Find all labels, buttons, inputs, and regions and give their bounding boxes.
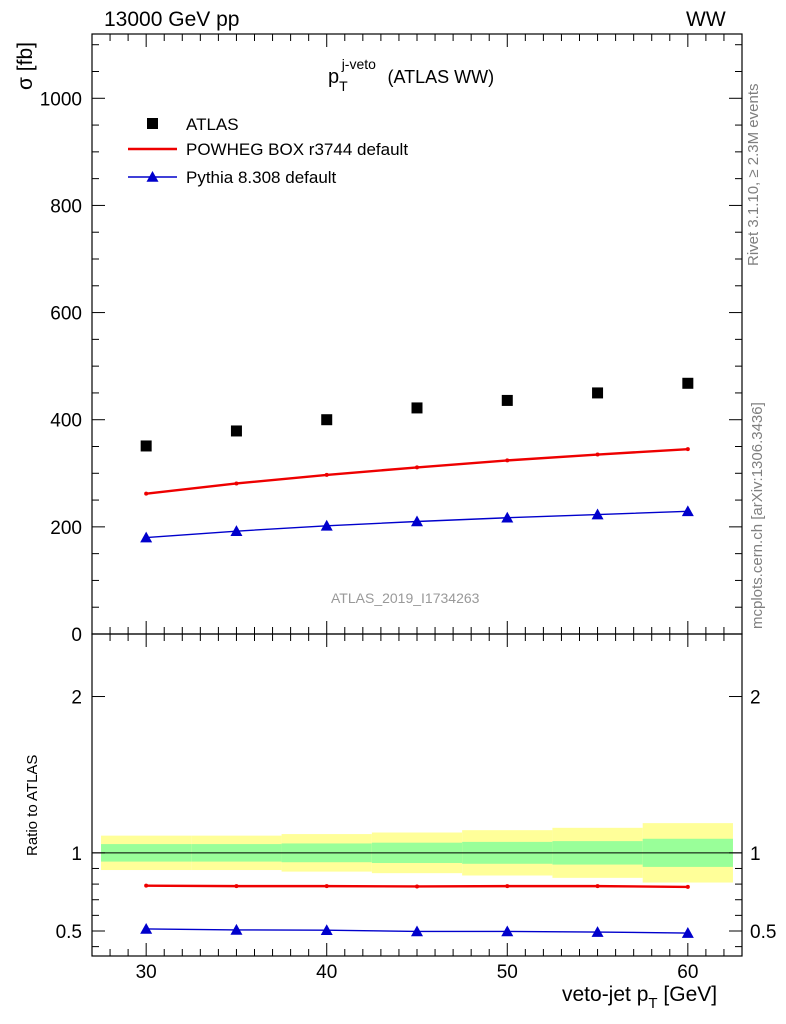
atlas-point [682,377,694,389]
ratio-plot-frame [91,633,743,957]
atlas-point [501,394,513,406]
x-tick-label: 60 [677,962,698,983]
x-axis-label-sub: T [648,995,658,1012]
atlas-point [592,387,604,399]
legend-pythia-marker [146,171,159,182]
plot-frames [91,33,743,957]
analysis-watermark: ATLAS_2019_I1734263 [331,590,480,606]
x-axis-label-main: veto-jet p [562,983,649,1006]
ratio-y-tick-label-right: 1 [750,844,761,865]
mcplots-label: mcplots.cern.ch [arXiv:1306.3436] [749,402,766,629]
atlas-point [230,425,242,437]
powheg-point [324,472,329,477]
legend: ATLAS POWHEG BOX r3744 default Pythia 8.30… [128,115,408,187]
x-tick-label: 40 [316,962,337,983]
x-axis-label: veto-jet pT [GeV] [562,983,718,1012]
atlas-point [321,414,333,426]
y-tick-label: 400 [50,411,82,432]
legend-powheg-label: POWHEG BOX r3744 default [186,140,408,159]
y-axis-label-main: σ [fb] [14,42,37,90]
chart-title: pTj-veto (ATLAS WW) [328,56,495,94]
ratio-uncertainty-bands [92,823,742,883]
y-tick-label: 600 [50,304,82,325]
chart-title-rest: (ATLAS WW) [387,67,495,87]
pythia-point [411,515,423,527]
y-tick-label: 1000 [40,89,82,110]
x-tick-label: 30 [136,962,157,983]
data-series [140,377,694,938]
pythia-ratio-point [681,927,694,938]
atlas-point [411,402,423,414]
ratio-y-tick-label: 1 [71,844,82,865]
legend-atlas-marker [147,118,158,129]
powheg-ratio-point [415,884,419,889]
x-tick-label: 50 [497,962,518,983]
powheg-point [685,447,690,452]
pythia-ratio-point [591,926,604,937]
y-tick-label: 0 [71,625,82,646]
pythia-point [501,511,514,523]
legend-atlas-label: ATLAS [186,115,239,134]
ratio-y-tick-label-right: 2 [750,688,761,709]
powheg-point [144,491,149,496]
powheg-line [146,447,688,495]
pythia-ratio-point [411,925,423,937]
powheg-point [505,458,510,463]
ratio-y-tick-label-right: 0.5 [750,922,776,943]
powheg-ratio-point [505,884,510,889]
powheg-ratio-point [324,884,329,889]
ratio-y-tick-label: 2 [71,688,82,709]
x-axis-label-unit: [GeV] [663,983,718,1006]
ratio-y-tick-label: 0.5 [56,922,82,943]
chart-title-main: p [328,66,340,88]
legend-pythia-label: Pythia 8.308 default [186,168,337,187]
pythia-point [681,505,694,517]
powheg-ratio-point [595,884,600,889]
y-tick-label: 200 [50,518,82,539]
y-tick-label: 800 [50,196,82,217]
pythia-point [230,525,243,536]
pythia-ratio-point [501,925,514,937]
chart-title-sup: j-veto [341,56,376,72]
y-axis-label-ratio: Ratio to ATLAS [24,754,41,856]
rivet-label: Rivet 3.1.10, ≥ 2.3M events [745,83,762,267]
pythia-point [591,508,604,520]
powheg-point [234,481,239,486]
powheg-ratio-point [685,884,690,889]
atlas-point [140,440,152,452]
process-label: WW [686,8,726,31]
pythia-ratio-point [230,923,243,935]
pythia-ratio-point [140,922,153,934]
collision-label: 13000 GeV pp [104,8,240,31]
chart-title-sub: T [339,78,348,94]
powheg-point [595,452,600,457]
pythia-point [320,519,333,531]
powheg-ratio-point [144,883,149,888]
powheg-ratio-point [234,884,239,889]
powheg-point [415,465,419,470]
pythia-point [140,531,153,543]
pythia-ratio-point [320,924,333,936]
